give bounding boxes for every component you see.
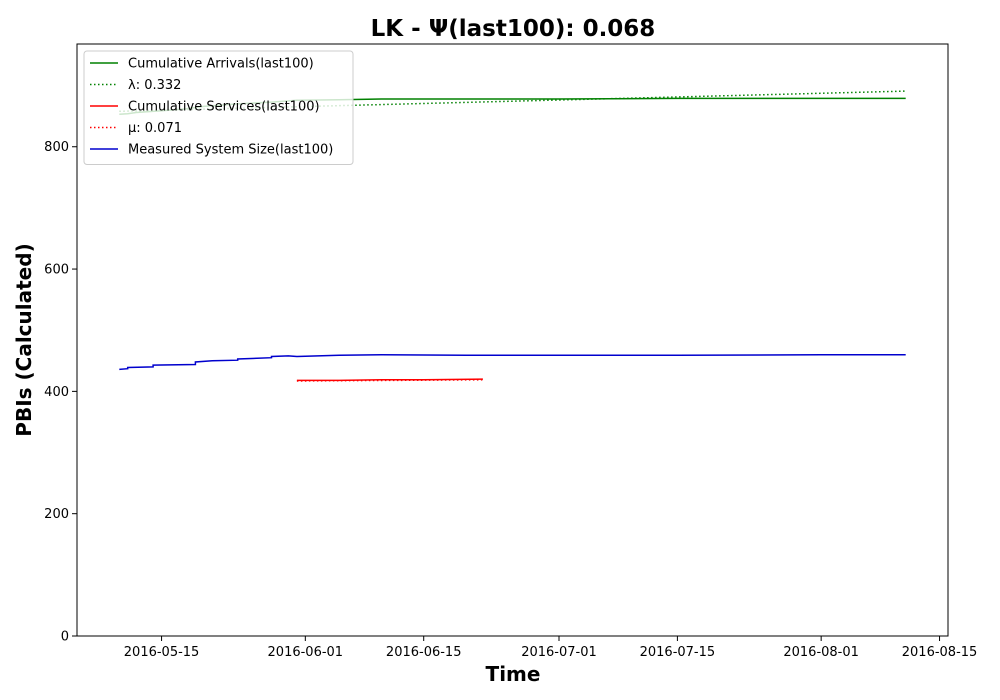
x-tick-label: 2016-06-01 bbox=[268, 645, 344, 660]
legend: Cumulative Arrivals(last100) λ: 0.332 Cumu… bbox=[83, 50, 354, 165]
y-axis-ticks: 0 200 400 600 800 bbox=[44, 140, 77, 645]
y-tick-label: 400 bbox=[44, 385, 69, 400]
x-tick-label: 2016-06-15 bbox=[386, 645, 462, 660]
series-line-3 bbox=[296, 379, 483, 382]
x-tick-label: 2016-07-01 bbox=[521, 645, 597, 660]
y-tick-label: 800 bbox=[44, 140, 69, 155]
x-axis-ticks: 2016-05-15 2016-06-01 2016-06-15 2016-07-01… bbox=[124, 636, 978, 660]
x-tick-label: 2016-08-01 bbox=[783, 645, 859, 660]
legend-label: Cumulative Arrivals(last100) bbox=[128, 57, 314, 72]
legend-label: λ: 0.332 bbox=[128, 78, 181, 93]
series-line-4 bbox=[119, 353, 906, 371]
y-tick-label: 200 bbox=[44, 507, 69, 522]
legend-label: μ: 0.071 bbox=[128, 121, 182, 136]
x-tick-label: 2016-07-15 bbox=[640, 645, 716, 660]
x-tick-label: 2016-05-15 bbox=[124, 645, 200, 660]
legend-box bbox=[83, 50, 354, 165]
x-axis-label: Time bbox=[486, 662, 541, 686]
plot-frame bbox=[76, 43, 949, 637]
legend-label: Cumulative Services(last100) bbox=[128, 100, 320, 115]
series-line-1 bbox=[119, 90, 906, 113]
y-axis-label: PBIs (Calculated) bbox=[12, 243, 36, 436]
chart-title: LK - Ψ(last100): 0.068 bbox=[371, 16, 656, 42]
y-tick-label: 600 bbox=[44, 263, 69, 278]
legend-label: Measured System Size(last100) bbox=[128, 143, 333, 158]
y-tick-label: 0 bbox=[61, 630, 69, 645]
x-tick-label: 2016-08-15 bbox=[902, 645, 978, 660]
